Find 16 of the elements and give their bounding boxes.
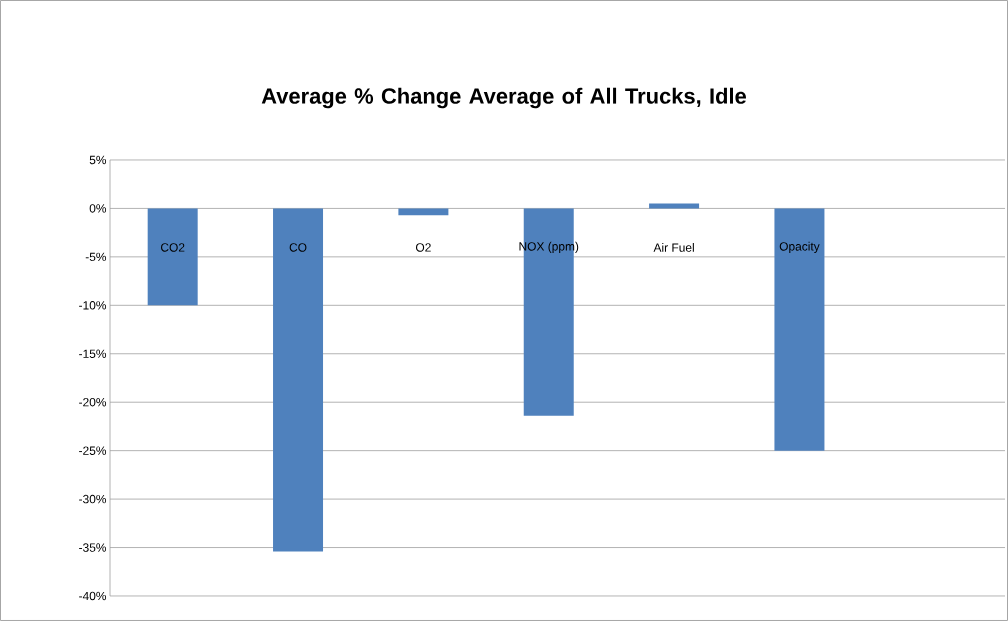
x-tick-label: CO xyxy=(289,243,307,252)
y-tick-label: -10% xyxy=(79,301,107,310)
y-tick-label: -25% xyxy=(79,446,107,455)
y-tick-label: 5% xyxy=(89,155,107,165)
x-tick-label: Air Fuel xyxy=(653,243,694,252)
y-tick-label: -20% xyxy=(79,397,107,407)
y-tick-label: -35% xyxy=(79,543,107,552)
y-tick-label: -5% xyxy=(85,252,107,262)
y-tick-label: -15% xyxy=(79,349,107,358)
y-tick-label: 0% xyxy=(89,204,107,213)
x-tick-label: Opacity xyxy=(779,241,820,253)
y-tick-label: -40% xyxy=(79,591,107,601)
y-tick-label: -30% xyxy=(79,494,107,504)
x-tick-label: O2 xyxy=(415,243,431,252)
x-tick-label: CO2 xyxy=(161,243,185,252)
chart-title: Average % Change Average of All Trucks, Idle xyxy=(261,87,746,109)
